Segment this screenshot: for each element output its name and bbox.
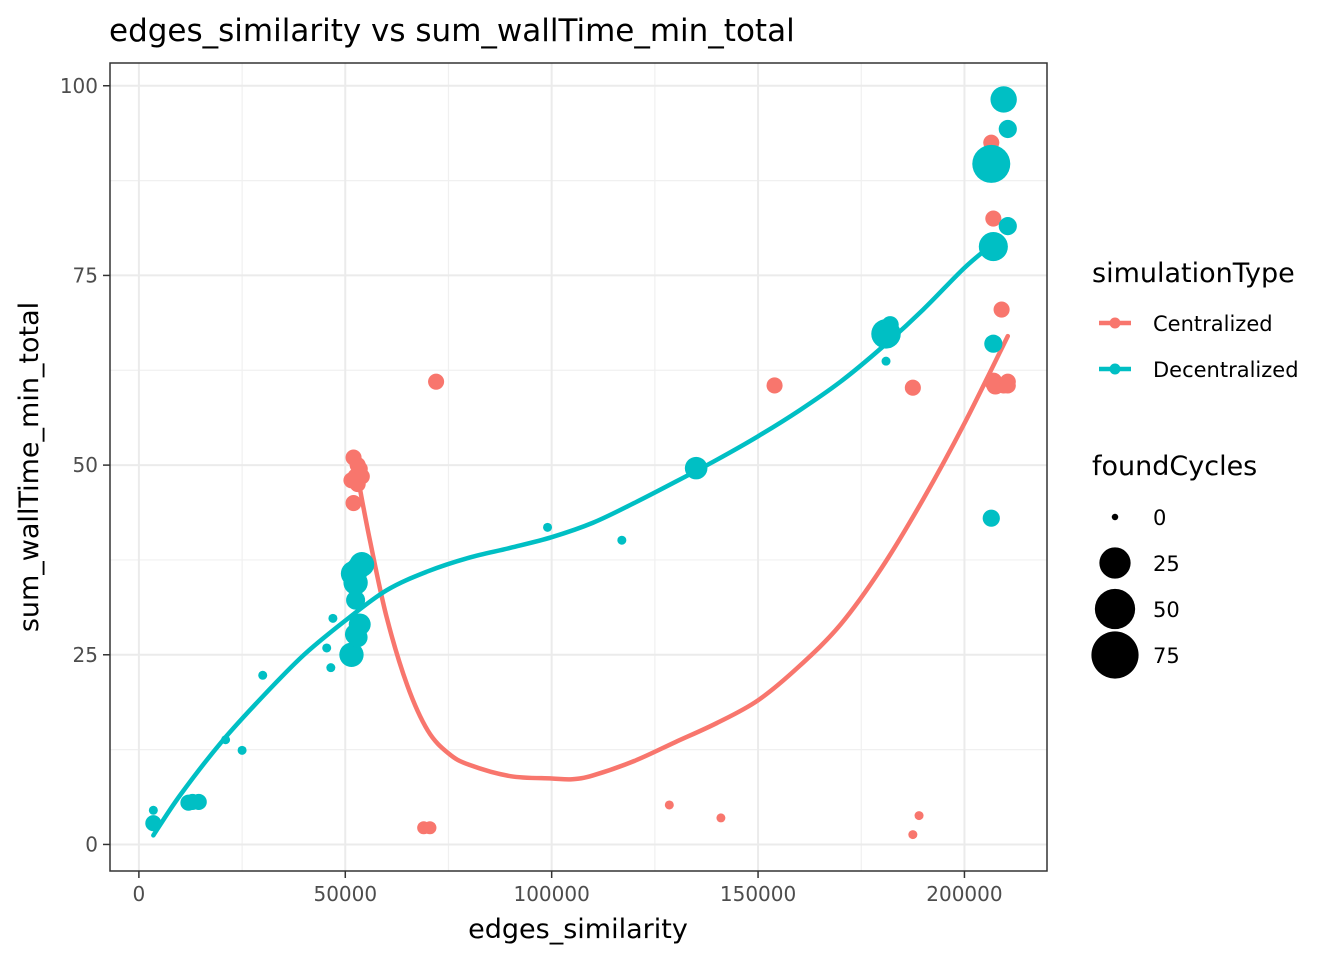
y-tick-label: 100 [60,74,98,98]
legend-color-title: simulationType [1092,258,1295,289]
y-axis-ticks: 0 25 50 75 100 [60,74,110,856]
plot-panel [109,62,1048,872]
grid-major [110,63,1047,871]
data-point-centralized [423,821,437,835]
data-point-decentralized [346,590,366,610]
data-point-decentralized [328,613,338,623]
data-point-decentralized [190,793,207,811]
data-point-decentralized [348,613,371,636]
x-tick-label: 150000 [720,882,796,906]
legend-label: Centralized [1153,312,1273,336]
data-point-centralized [908,830,918,840]
plot-border [109,62,1048,872]
x-tick-label: 0 [133,882,146,906]
x-tick-label: 100000 [513,882,589,906]
data-point-decentralized [221,735,231,745]
x-axis-ticks: 0 50000 100000 150000 200000 [133,871,1003,906]
data-point-decentralized [326,663,336,673]
legend-size-key [1111,513,1119,521]
data-point-centralized [343,472,360,489]
x-tick-label: 50000 [313,882,377,906]
data-point-decentralized [617,535,627,545]
legend-size-key [1091,631,1139,679]
data-point-decentralized [258,670,268,680]
legend-size-key [1099,547,1131,579]
data-point-centralized [428,373,445,390]
data-point-decentralized [881,356,891,366]
legend-found-cycles: foundCycles 0 25 50 75 [1091,451,1257,679]
grid-minor [110,63,1047,871]
data-point-decentralized [972,144,1011,183]
data-point-decentralized [998,217,1017,236]
legend-key-point [1109,363,1121,375]
data-point-decentralized [684,456,708,480]
x-tick-label: 200000 [926,882,1002,906]
legend-label: Decentralized [1153,358,1299,382]
data-point-decentralized [145,815,162,832]
y-tick-label: 75 [73,263,98,287]
x-axis-label: edges_similarity [468,914,688,945]
data-point-centralized [716,813,726,823]
data-point-decentralized [543,522,553,532]
data-points [145,86,1017,840]
data-point-centralized [985,210,1002,227]
y-tick-label: 0 [85,832,98,856]
legend-size-label: 50 [1153,598,1180,622]
legend-key-point [1109,317,1121,329]
legend-size-label: 75 [1153,644,1180,668]
data-point-decentralized [998,119,1017,139]
plot-background [110,63,1047,871]
data-point-decentralized [148,805,158,815]
chart-title: edges_similarity vs sum_wallTime_min_tot… [109,13,795,49]
smooth-line-decentralized [151,241,996,838]
legend-size-label: 0 [1153,506,1166,530]
data-point-decentralized [978,232,1008,262]
smooth-line-centralized [357,333,1011,782]
y-tick-label: 25 [73,643,98,667]
data-point-centralized [993,301,1010,318]
data-point-decentralized [990,86,1017,113]
data-point-decentralized [349,552,375,577]
data-point-centralized [914,811,924,821]
data-point-centralized [904,379,921,396]
data-point-centralized [664,800,674,810]
data-point-centralized [999,377,1016,394]
legend-size-label: 25 [1153,552,1180,576]
data-point-decentralized [339,642,364,667]
data-point-decentralized [984,334,1003,353]
data-point-centralized [345,494,362,512]
smooth-lines [151,241,1011,838]
y-tick-label: 50 [73,453,98,477]
data-point-decentralized [881,316,899,334]
y-axis-label: sum_wallTime_min_total [14,302,45,632]
legend-simulation-type: simulationType Centralized Decentralized [1092,258,1299,382]
data-point-decentralized [237,745,247,755]
legend-size-title: foundCycles [1092,451,1257,482]
data-point-decentralized [322,643,332,653]
data-point-decentralized [982,509,1000,527]
data-point-centralized [766,377,783,394]
legend-size-key [1094,588,1136,630]
